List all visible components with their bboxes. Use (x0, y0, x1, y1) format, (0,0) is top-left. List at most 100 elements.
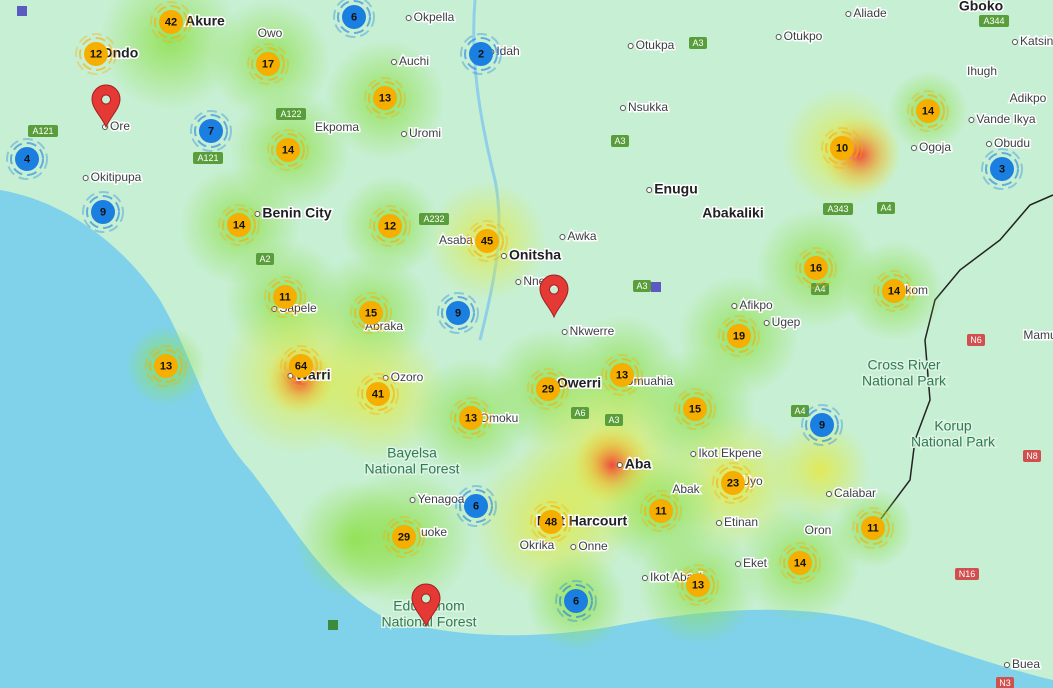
cluster-dot (649, 499, 673, 523)
cluster-count: 13 (616, 369, 628, 381)
place-dot (845, 11, 852, 17)
place-label: Okitipupa (91, 170, 142, 184)
road-label: A232 (423, 214, 444, 224)
cluster-count: 11 (279, 291, 291, 303)
road-label: N6 (970, 335, 982, 345)
road-shield (811, 283, 829, 295)
cluster[interactable]: 14 (267, 129, 309, 171)
cluster[interactable]: 12 (75, 33, 117, 75)
cluster-dot (366, 382, 390, 406)
cluster[interactable]: 6 (455, 485, 497, 527)
cluster[interactable]: 14 (779, 542, 821, 584)
place-label: Idah (496, 44, 519, 58)
cluster[interactable]: 9 (437, 292, 479, 334)
cluster[interactable]: 9 (801, 404, 843, 446)
cluster[interactable]: 14 (907, 90, 949, 132)
cluster-count: 15 (365, 307, 377, 319)
cluster[interactable]: 11 (852, 507, 894, 549)
cluster-dot (227, 213, 251, 237)
place-dot (690, 451, 697, 457)
cluster[interactable]: 3 (981, 148, 1023, 190)
road-shield (955, 568, 979, 580)
pin[interactable] (539, 274, 569, 319)
park-label: National Park (911, 434, 996, 450)
cluster[interactable]: 9 (82, 191, 124, 233)
cluster[interactable]: 29 (527, 368, 569, 410)
cluster[interactable]: 16 (795, 247, 837, 289)
cluster-ring (383, 516, 425, 558)
place-label: Owo (258, 26, 283, 40)
cluster[interactable]: 11 (264, 276, 306, 318)
cluster-dot (727, 324, 751, 348)
cluster[interactable]: 4 (6, 138, 48, 180)
cluster[interactable]: 10 (821, 127, 863, 169)
place-dot (254, 211, 261, 217)
cluster[interactable]: 7 (190, 110, 232, 152)
cluster-ring (222, 208, 256, 242)
cluster-dot (199, 119, 223, 143)
cluster-ring (10, 142, 44, 176)
cluster[interactable]: 11 (640, 490, 682, 532)
cluster[interactable]: 6 (333, 0, 375, 38)
cluster[interactable]: 15 (674, 388, 716, 430)
cluster[interactable]: 17 (247, 43, 289, 85)
cluster[interactable]: 15 (350, 292, 392, 334)
cluster[interactable]: 29 (383, 516, 425, 558)
cluster-dot (539, 510, 563, 534)
cluster[interactable]: 13 (450, 397, 492, 439)
cluster[interactable]: 42 (150, 1, 192, 43)
road-label: A3 (636, 281, 647, 291)
cluster[interactable]: 19 (718, 315, 760, 357)
cluster-dot (256, 52, 280, 76)
cluster[interactable]: 23 (712, 462, 754, 504)
cluster-dot (91, 200, 115, 224)
cluster-dot (459, 406, 483, 430)
cluster[interactable]: 41 (357, 373, 399, 415)
road-label: A344 (983, 16, 1004, 26)
cluster-ring (911, 94, 945, 128)
cluster-dot (15, 147, 39, 171)
cluster-ring (779, 542, 821, 584)
heat-blob (295, 480, 415, 600)
cluster-count: 7 (208, 125, 214, 137)
place-label: Onitsha (509, 247, 561, 263)
cluster-dot (475, 229, 499, 253)
cluster-ring (6, 138, 48, 180)
pin[interactable] (411, 583, 441, 628)
cluster-ring (534, 505, 568, 539)
place-dot (985, 141, 992, 147)
place-dot (763, 320, 770, 326)
cluster[interactable]: 12 (369, 205, 411, 247)
place-label: Abak (672, 482, 700, 496)
cluster[interactable]: 6 (555, 580, 597, 622)
cluster-dot (990, 157, 1014, 181)
cluster[interactable]: 14 (218, 204, 260, 246)
pin[interactable] (91, 84, 121, 129)
cluster[interactable]: 13 (364, 77, 406, 119)
cluster-ring (856, 511, 890, 545)
cluster[interactable]: 2 (460, 33, 502, 75)
cluster-ring (981, 148, 1023, 190)
place-label: Uyo (741, 474, 763, 488)
cluster-count: 19 (733, 330, 745, 342)
place-dot (825, 491, 832, 497)
road-shield (823, 203, 853, 215)
place-label: Vande Ikya (976, 112, 1035, 126)
cluster[interactable]: 14 (873, 270, 915, 312)
place-label: Benin City (262, 205, 331, 221)
cluster[interactable]: 13 (145, 345, 187, 387)
cluster[interactable]: 45 (466, 220, 508, 262)
cluster-ring (437, 292, 479, 334)
cluster[interactable]: 13 (677, 564, 719, 606)
cluster[interactable]: 48 (530, 501, 572, 543)
road-shield (611, 135, 629, 147)
cluster-dot (916, 99, 940, 123)
cluster-ring (350, 292, 392, 334)
cluster[interactable]: 13 (601, 354, 643, 396)
cluster-ring (677, 564, 719, 606)
heat-blob (100, 0, 240, 110)
place-dot (1011, 39, 1018, 45)
cluster[interactable]: 64 (280, 345, 322, 387)
place-label: Ihugh (967, 64, 997, 78)
road-shield (877, 202, 895, 214)
